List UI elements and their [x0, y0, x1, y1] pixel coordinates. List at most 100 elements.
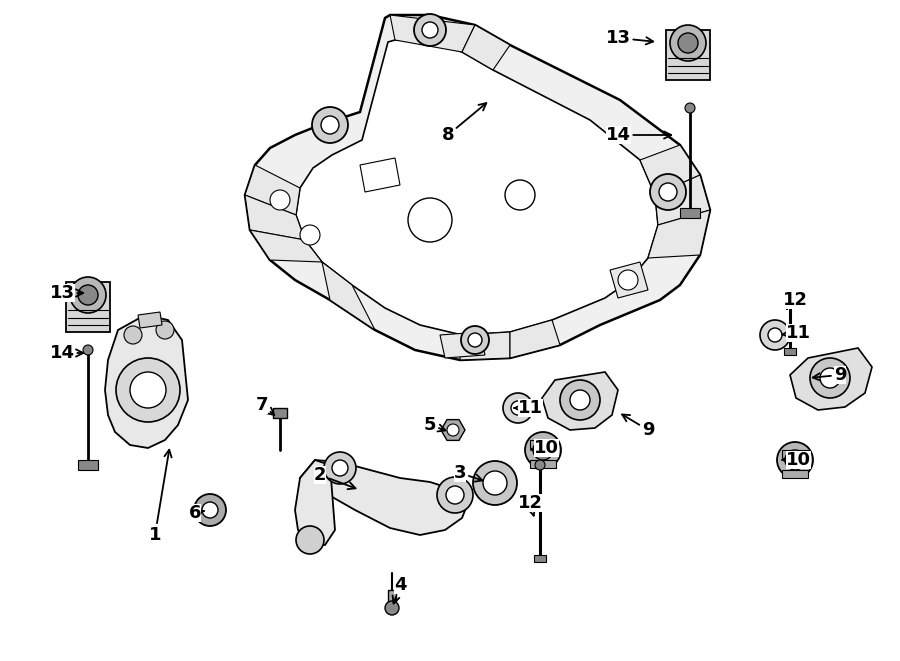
Text: 14: 14 — [50, 344, 83, 362]
Circle shape — [790, 455, 800, 465]
Polygon shape — [782, 470, 808, 478]
Circle shape — [511, 401, 525, 415]
Polygon shape — [534, 555, 546, 562]
Circle shape — [414, 14, 446, 46]
Circle shape — [447, 424, 459, 436]
Circle shape — [483, 471, 507, 495]
Circle shape — [525, 432, 561, 468]
Text: 4: 4 — [392, 576, 406, 603]
Circle shape — [820, 368, 840, 388]
Polygon shape — [138, 312, 162, 328]
Polygon shape — [782, 450, 808, 458]
Circle shape — [296, 526, 324, 554]
Polygon shape — [790, 348, 872, 410]
Polygon shape — [300, 460, 468, 535]
Text: 13: 13 — [606, 29, 653, 47]
Circle shape — [202, 502, 218, 518]
Text: 9: 9 — [622, 414, 654, 439]
Polygon shape — [245, 15, 710, 360]
Polygon shape — [510, 320, 560, 358]
Text: 5: 5 — [424, 416, 446, 434]
Circle shape — [777, 442, 813, 478]
Circle shape — [83, 345, 93, 355]
Circle shape — [785, 450, 805, 470]
Text: 1: 1 — [148, 449, 172, 544]
Circle shape — [468, 333, 482, 347]
Circle shape — [810, 358, 850, 398]
Text: 12: 12 — [518, 494, 543, 516]
Text: 10: 10 — [782, 451, 811, 469]
Circle shape — [437, 477, 473, 513]
Circle shape — [678, 33, 698, 53]
Polygon shape — [610, 262, 648, 298]
Polygon shape — [441, 420, 465, 440]
Circle shape — [422, 22, 438, 38]
Text: 11: 11 — [514, 399, 543, 417]
Text: 7: 7 — [256, 396, 274, 415]
Circle shape — [70, 277, 106, 313]
Polygon shape — [542, 372, 618, 430]
Text: 2: 2 — [314, 466, 356, 489]
Circle shape — [385, 601, 399, 615]
Polygon shape — [666, 30, 710, 80]
Circle shape — [78, 285, 98, 305]
Polygon shape — [440, 332, 485, 358]
Circle shape — [618, 270, 638, 290]
Text: 13: 13 — [50, 284, 83, 302]
Circle shape — [321, 116, 339, 134]
Polygon shape — [655, 175, 710, 225]
Circle shape — [156, 321, 174, 339]
Circle shape — [312, 107, 348, 143]
Polygon shape — [296, 40, 658, 335]
Circle shape — [685, 103, 695, 113]
Text: 11: 11 — [782, 324, 811, 342]
Polygon shape — [105, 315, 188, 448]
Circle shape — [324, 452, 356, 484]
Circle shape — [116, 358, 180, 422]
Polygon shape — [360, 158, 400, 192]
Polygon shape — [250, 230, 322, 262]
Circle shape — [535, 460, 545, 470]
Circle shape — [446, 486, 464, 504]
Circle shape — [503, 393, 533, 423]
Text: 9: 9 — [813, 366, 846, 384]
Polygon shape — [390, 15, 475, 52]
Circle shape — [270, 190, 290, 210]
Polygon shape — [462, 25, 510, 70]
Circle shape — [570, 390, 590, 410]
Circle shape — [194, 494, 226, 526]
Circle shape — [785, 295, 795, 305]
Circle shape — [650, 174, 686, 210]
Polygon shape — [640, 145, 700, 195]
Polygon shape — [295, 460, 335, 545]
Text: 8: 8 — [442, 103, 486, 144]
Polygon shape — [648, 210, 710, 258]
Text: 12: 12 — [782, 291, 807, 309]
Text: 3: 3 — [454, 464, 482, 482]
Polygon shape — [388, 590, 396, 608]
Circle shape — [760, 320, 790, 350]
Polygon shape — [78, 460, 98, 470]
Polygon shape — [245, 165, 300, 215]
Circle shape — [130, 372, 166, 408]
Polygon shape — [273, 408, 287, 418]
Circle shape — [408, 198, 452, 242]
Polygon shape — [245, 195, 305, 240]
Text: 14: 14 — [606, 126, 671, 144]
Circle shape — [473, 461, 517, 505]
Circle shape — [533, 440, 553, 460]
Polygon shape — [530, 460, 556, 468]
Text: 10: 10 — [531, 439, 559, 457]
Polygon shape — [530, 440, 556, 448]
Circle shape — [332, 460, 348, 476]
Circle shape — [768, 328, 782, 342]
Circle shape — [505, 180, 535, 210]
Circle shape — [124, 326, 142, 344]
Polygon shape — [198, 510, 222, 520]
Circle shape — [670, 25, 706, 61]
Polygon shape — [784, 348, 796, 355]
Polygon shape — [322, 262, 375, 330]
Circle shape — [560, 380, 600, 420]
Circle shape — [659, 183, 677, 201]
Polygon shape — [680, 208, 700, 218]
